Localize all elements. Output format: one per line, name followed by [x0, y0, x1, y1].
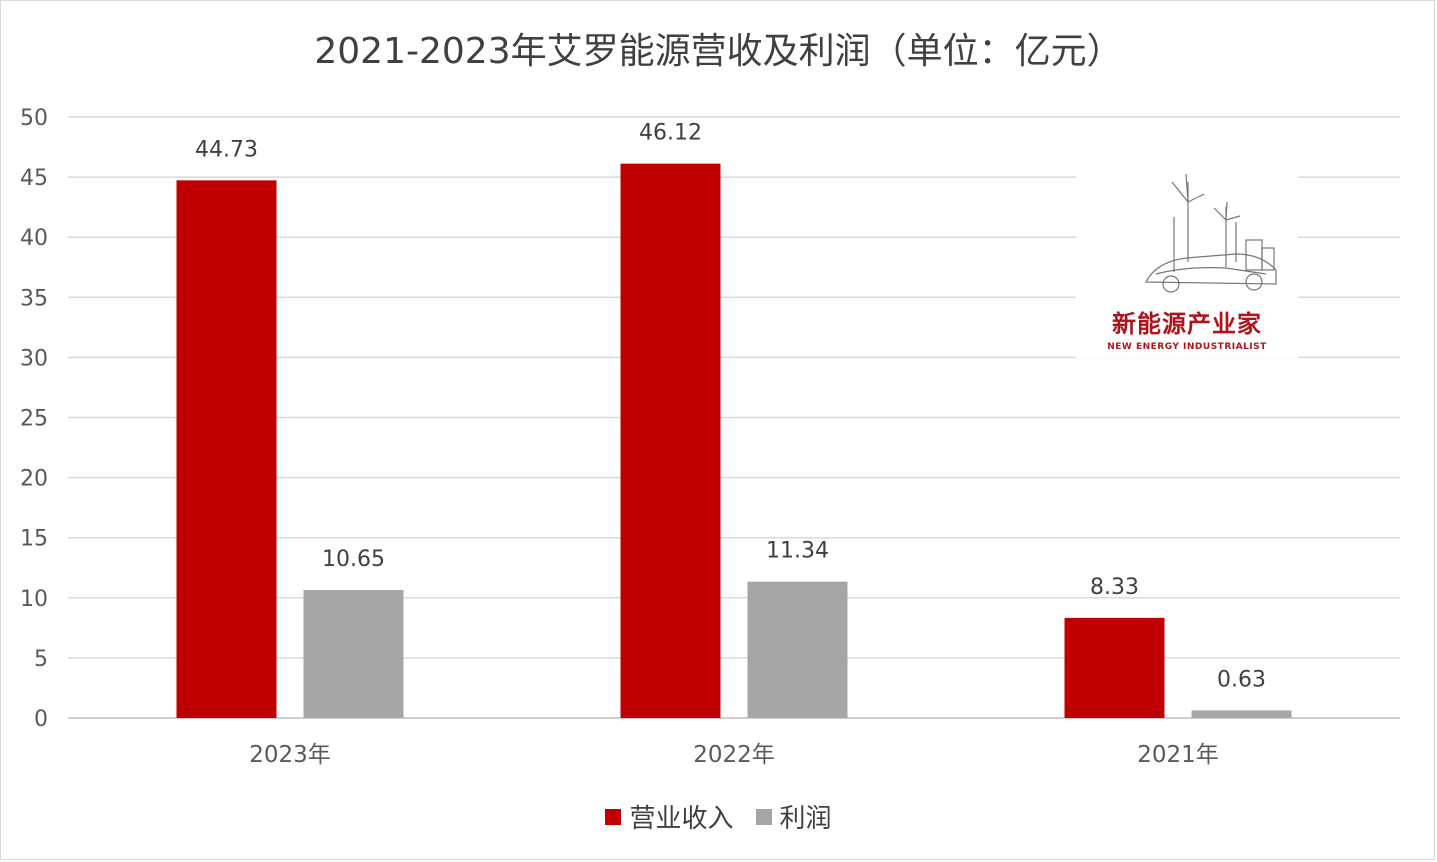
y-tick-label: 35 [20, 286, 48, 311]
y-tick-label: 5 [34, 647, 48, 672]
chart-legend: 营业收入 利润 [0, 798, 1437, 835]
legend-swatch-profit [755, 808, 772, 825]
y-tick-label: 0 [34, 707, 48, 732]
watermark-name-en: NEW ENERGY INDUSTRIALIST [1107, 342, 1267, 352]
data-label: 46.12 [639, 121, 702, 146]
legend-label-profit: 利润 [779, 804, 832, 834]
y-tick-label: 30 [20, 346, 48, 371]
y-tick-label: 50 [20, 106, 48, 131]
x-tick-label: 2023年 [249, 742, 331, 768]
bar [176, 180, 277, 718]
watermark-name-cn: 新能源产业家 [1112, 310, 1262, 338]
bar [620, 163, 721, 719]
y-tick-label: 10 [20, 587, 48, 612]
legend-label-revenue: 营业收入 [629, 804, 734, 834]
legend-item-profit: 利润 [755, 798, 832, 835]
y-tick-label: 20 [20, 467, 48, 492]
data-label: 10.65 [322, 547, 385, 572]
data-label: 8.33 [1090, 575, 1139, 600]
data-label: 44.73 [195, 137, 258, 162]
data-label: 0.63 [1217, 667, 1266, 692]
bar [1064, 617, 1165, 718]
x-tick-label: 2022年 [693, 742, 775, 768]
y-tick-label: 15 [20, 527, 48, 552]
bar [1191, 710, 1292, 718]
legend-item-revenue: 营业收入 [605, 798, 734, 835]
legend-swatch-revenue [605, 808, 622, 825]
x-tick-label: 2021年 [1137, 742, 1219, 768]
data-label: 11.34 [766, 539, 829, 564]
y-tick-label: 40 [20, 226, 48, 251]
bar [747, 581, 848, 718]
bar [303, 589, 404, 718]
watermark-logo: 新能源产业家 NEW ENERGY INDUSTRIALIST [1076, 162, 1298, 358]
wind-turbine-car-logo-icon [1145, 173, 1277, 293]
y-tick-label: 45 [20, 166, 48, 191]
chart-title: 2021-2023年艾罗能源营收及利润（单位：亿元） [314, 31, 1123, 72]
y-tick-label: 25 [20, 407, 48, 432]
